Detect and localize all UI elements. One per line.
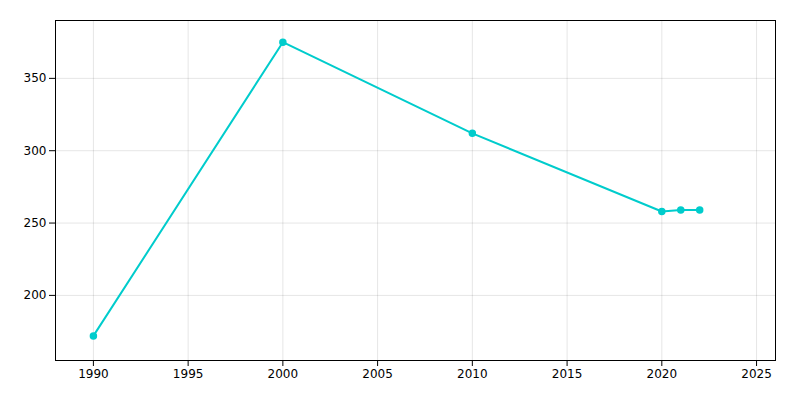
svg-text:250: 250: [24, 216, 47, 230]
svg-text:300: 300: [24, 144, 47, 158]
svg-text:2025: 2025: [741, 367, 772, 381]
svg-text:2000: 2000: [268, 367, 299, 381]
svg-text:2020: 2020: [647, 367, 678, 381]
svg-text:2010: 2010: [457, 367, 488, 381]
svg-text:200: 200: [24, 288, 47, 302]
svg-text:1995: 1995: [173, 367, 204, 381]
svg-text:2015: 2015: [552, 367, 583, 381]
svg-text:350: 350: [24, 71, 47, 85]
svg-text:1990: 1990: [78, 367, 109, 381]
svg-text:2005: 2005: [362, 367, 393, 381]
